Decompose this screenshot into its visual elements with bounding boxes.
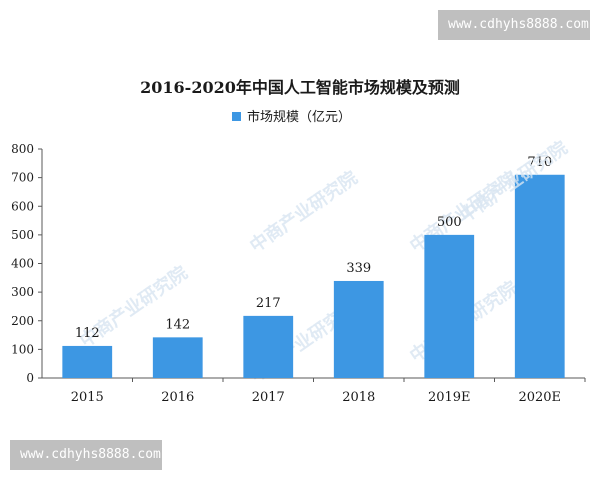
y-tick-label: 700	[11, 171, 34, 185]
bar	[62, 345, 113, 378]
legend-swatch	[232, 112, 241, 121]
watermark-url-top: www.cdhyhs8888.com	[438, 10, 590, 40]
data-label: 500	[437, 215, 462, 230]
y-tick-label: 200	[11, 314, 34, 328]
data-label: 710	[527, 155, 552, 170]
x-tick-label: 2019E	[428, 390, 471, 405]
y-tick-label: 600	[11, 199, 34, 213]
chart-title: 2016-2020年中国人工智能市场规模及预测	[140, 78, 460, 97]
x-tick-label: 2020E	[518, 390, 561, 405]
data-label: 339	[346, 261, 371, 276]
legend-label: 市场规模（亿元）	[247, 109, 351, 125]
watermark-url-bottom: www.cdhyhs8888.com	[10, 440, 162, 470]
y-tick-label: 300	[11, 285, 34, 299]
bar	[152, 337, 203, 378]
x-tick-label: 2017	[252, 390, 285, 405]
data-label: 112	[75, 326, 100, 341]
bar	[243, 315, 294, 378]
bar-chart: 2016-2020年中国人工智能市场规模及预测 市场规模（亿元） 0 100 200…	[11, 78, 586, 405]
y-tick-label: 0	[26, 371, 34, 385]
x-tick-label: 2016	[161, 390, 194, 405]
bar	[333, 280, 384, 378]
bar	[424, 234, 475, 378]
y-tick-label: 800	[11, 142, 34, 156]
chart-panel: 中商产业研究院 中商产业研究院 中商产业研究院 中商产业研究院 中商产业研究院 …	[0, 58, 600, 413]
y-tick-label: 500	[11, 228, 34, 242]
x-tick-label: 2015	[71, 390, 104, 405]
x-tick-label: 2018	[342, 390, 375, 405]
data-label: 142	[165, 317, 190, 332]
bar	[514, 174, 565, 378]
data-label: 217	[256, 296, 281, 311]
y-tick-label: 100	[11, 342, 34, 356]
y-tick-label: 400	[11, 257, 34, 271]
